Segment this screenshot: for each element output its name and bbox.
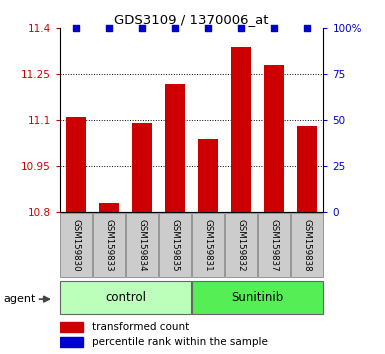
FancyBboxPatch shape [192, 213, 224, 277]
Bar [60, 337, 82, 347]
Point [172, 25, 178, 31]
Title: GDS3109 / 1370006_at: GDS3109 / 1370006_at [114, 13, 269, 26]
Bar [132, 124, 152, 212]
Point [205, 25, 211, 31]
Bar [264, 65, 284, 212]
Point [238, 25, 244, 31]
Text: GSM159832: GSM159832 [236, 219, 246, 272]
FancyBboxPatch shape [225, 213, 257, 277]
Text: GSM159835: GSM159835 [171, 219, 179, 272]
Point [304, 25, 310, 31]
Bar [231, 47, 251, 212]
Text: control: control [105, 291, 146, 304]
FancyBboxPatch shape [60, 213, 92, 277]
Text: GSM159837: GSM159837 [270, 219, 278, 272]
Point [271, 25, 277, 31]
FancyBboxPatch shape [258, 213, 290, 277]
Text: GSM159831: GSM159831 [204, 219, 213, 272]
Bar [297, 126, 317, 212]
Bar [198, 139, 218, 212]
FancyBboxPatch shape [94, 213, 125, 277]
Text: GSM159833: GSM159833 [105, 219, 114, 272]
Point [106, 25, 112, 31]
FancyBboxPatch shape [60, 281, 191, 314]
Point [139, 25, 145, 31]
Bar [66, 117, 86, 212]
Text: GSM159834: GSM159834 [137, 219, 147, 272]
Bar [60, 322, 82, 332]
Bar [99, 203, 119, 212]
Text: agent: agent [4, 294, 36, 304]
Text: transformed count: transformed count [92, 322, 190, 332]
Text: Sunitinib: Sunitinib [231, 291, 284, 304]
Text: percentile rank within the sample: percentile rank within the sample [92, 337, 268, 347]
Point [73, 25, 79, 31]
Text: GSM159830: GSM159830 [72, 219, 81, 272]
FancyBboxPatch shape [192, 281, 323, 314]
FancyBboxPatch shape [291, 213, 323, 277]
FancyBboxPatch shape [159, 213, 191, 277]
Text: GSM159838: GSM159838 [302, 219, 311, 272]
FancyBboxPatch shape [126, 213, 158, 277]
Bar [165, 84, 185, 212]
